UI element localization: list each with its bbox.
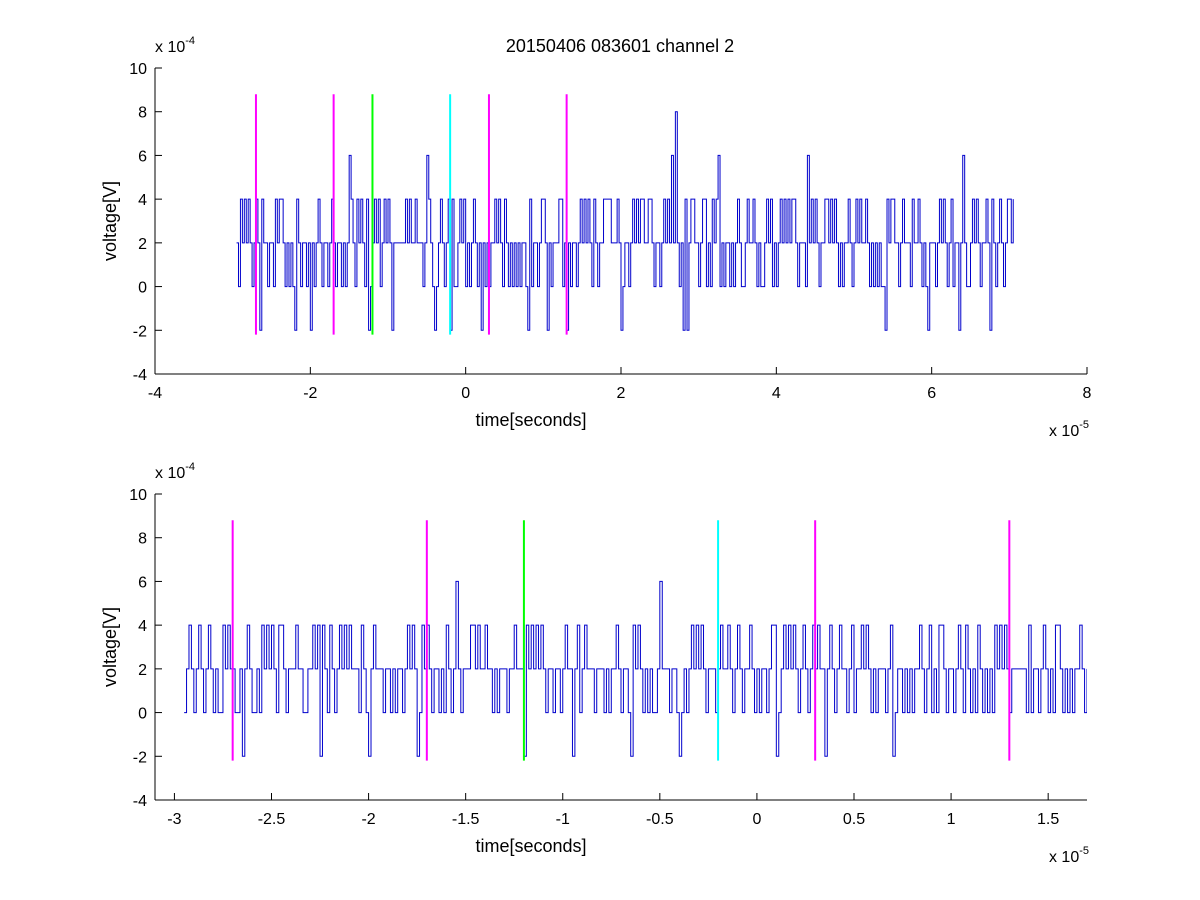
x-tick-label: 6 — [927, 385, 936, 402]
y-tick-label: -4 — [133, 793, 147, 810]
y-tick-label: 8 — [138, 531, 147, 548]
x-tick-label: -0.5 — [646, 811, 674, 828]
x-axis-label: time[seconds] — [475, 836, 586, 856]
y-tick-label: 2 — [138, 662, 147, 679]
y-tick-label: 8 — [138, 105, 147, 122]
x-exponent-label: x 10-5 — [1049, 845, 1089, 866]
x-tick-label: -2 — [361, 811, 375, 828]
x-exponent-label: x 10-5 — [1049, 419, 1089, 440]
x-tick-label: 0.5 — [843, 811, 865, 828]
x-tick-label: 0 — [461, 385, 470, 402]
y-exponent-label: x 10-4 — [155, 35, 195, 56]
y-tick-label: 2 — [138, 236, 147, 253]
y-axis-label: voltage[V] — [100, 181, 120, 261]
x-axis-label: time[seconds] — [475, 410, 586, 430]
x-tick-label: 4 — [772, 385, 781, 402]
x-tick-label: 2 — [617, 385, 626, 402]
y-tick-label: 0 — [138, 280, 147, 297]
bottom-plot: -3 -2.5 -2 -1.5 -1 -0.5 0 0.5 1 1.5 -4 -2 0 2 4 6 8 10 x 1… — [100, 461, 1089, 866]
y-tick-label: 0 — [138, 706, 147, 723]
signal-series — [184, 580, 1087, 757]
x-tick-label: -1.5 — [452, 811, 480, 828]
plot-area — [184, 520, 1087, 761]
x-tick-label: -3 — [167, 811, 181, 828]
y-tick-label: -2 — [133, 749, 147, 766]
x-tick-label: 0 — [752, 811, 761, 828]
figure-title: 20150406 083601 channel 2 — [506, 36, 734, 56]
y-axis-label: voltage[V] — [100, 607, 120, 687]
x-tick-label: -4 — [148, 385, 162, 402]
y-tick-label: 4 — [138, 618, 147, 635]
x-tick-label: 1.5 — [1037, 811, 1059, 828]
x-tick-label: -2 — [303, 385, 317, 402]
y-tick-label: 4 — [138, 192, 147, 209]
x-tick-label: 1 — [947, 811, 956, 828]
y-exponent-label: x 10-4 — [155, 461, 195, 482]
y-tick-label: 6 — [138, 148, 147, 165]
y-tick-label: 6 — [138, 574, 147, 591]
y-tick-label: 10 — [129, 61, 147, 78]
plot-area — [236, 94, 1014, 335]
x-tick-label: -2.5 — [258, 811, 286, 828]
signal-series — [236, 111, 1014, 331]
top-plot: -4 -2 0 2 4 6 8 -4 -2 0 2 4 6 8 10 x 10-4 x 10-5 time[sec… — [100, 35, 1092, 440]
y-tick-label: 10 — [129, 487, 147, 504]
y-tick-label: -2 — [133, 323, 147, 340]
x-tick-label: -1 — [556, 811, 570, 828]
x-tick-label: 8 — [1083, 385, 1092, 402]
y-tick-label: -4 — [133, 367, 147, 384]
